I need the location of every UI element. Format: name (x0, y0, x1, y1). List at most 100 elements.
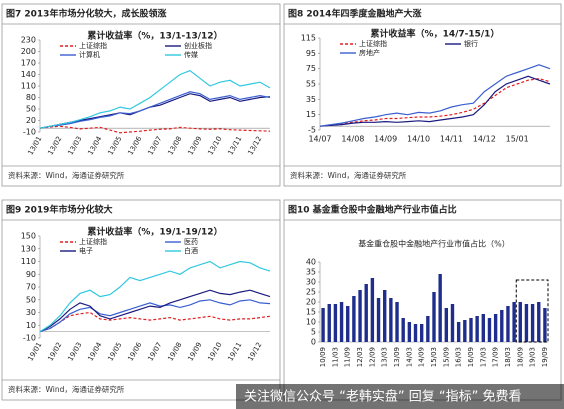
series-line (39, 125, 271, 134)
x-tick-label: 13/02 (46, 135, 63, 156)
bar (524, 304, 529, 342)
x-tick-label: 14/12 (473, 135, 496, 144)
x-tick-label: 13/11 (226, 135, 243, 156)
x-tick-label: 14/08 (341, 135, 364, 144)
bar (426, 316, 430, 342)
bar (346, 306, 350, 342)
x-tick-label: 13/07 (146, 135, 163, 156)
x-tick-label: 17/09 (492, 347, 500, 367)
legend-label: 上证综指 (79, 41, 107, 50)
series-line (39, 93, 271, 129)
x-tick-label: 12/09 (368, 347, 376, 367)
y-tick-label: 75 (306, 64, 316, 73)
x-tick-label: 13/06 (126, 135, 143, 157)
x-tick-label: 11/03 (331, 347, 339, 367)
series-line (39, 311, 271, 333)
y-tick-label: 30 (26, 308, 36, 317)
bar (512, 302, 516, 342)
y-tick-label: 115 (301, 34, 316, 43)
x-tick-label: 14/03 (405, 347, 413, 367)
bar (506, 306, 510, 342)
x-tick-label: 13/09 (393, 347, 401, 367)
bar (321, 308, 325, 342)
y-tick-label: 40 (306, 258, 316, 267)
bar (327, 304, 331, 342)
bar (352, 296, 356, 342)
legend-label: 房地产 (359, 48, 380, 57)
chart-title: 图8 2014年四季度金融地产大涨 (288, 8, 422, 20)
bar (530, 304, 535, 342)
x-tick-label: 19/06 (126, 341, 143, 363)
x-tick-label: 13/03 (66, 135, 83, 156)
bar (500, 310, 504, 342)
bar (395, 302, 399, 342)
bar (389, 298, 393, 342)
y-tick-label: 90 (26, 270, 36, 279)
x-tick-label: 19/01 (26, 341, 43, 362)
legend-title: 累计收益率（%，19/1-19/12） (87, 226, 222, 238)
y-tick-label: 110 (21, 82, 36, 91)
bar (438, 274, 442, 342)
y-tick-label: 150 (21, 232, 36, 241)
x-tick-label: 13/03 (381, 347, 389, 367)
x-tick-label: 13/08 (166, 135, 183, 156)
x-tick-label: 13/09 (186, 135, 203, 156)
y-tick-label: 10 (26, 321, 36, 330)
y-tick-label: 50 (26, 105, 36, 114)
bar (481, 314, 485, 342)
legend-label: 创业板指 (184, 41, 212, 50)
chart-title: 图9 2019年市场分化较大 (6, 204, 112, 216)
bar (493, 314, 498, 342)
legend-title: 累计收益率（%，13/1-13/12） (87, 30, 222, 42)
legend-label: 上证综指 (359, 39, 387, 48)
watermark-band (236, 384, 564, 409)
y-tick-label: 130 (21, 244, 36, 253)
x-tick-label: 14/11 (440, 135, 463, 144)
bar (444, 308, 449, 342)
x-tick-label: 16/09 (467, 347, 475, 367)
y-tick-label: 25 (306, 288, 316, 297)
legend-label: 白酒 (184, 246, 198, 255)
y-tick-label: 50 (26, 295, 36, 304)
x-tick-label: 12/03 (356, 347, 364, 367)
chart-title: 图10 基金重仓股中金融地产行业市值占比 (288, 204, 457, 216)
y-tick-label: 70 (26, 283, 36, 292)
x-tick-label: 14/09 (374, 135, 397, 144)
bar (333, 304, 338, 342)
x-tick-label: 14/10 (407, 135, 430, 144)
legend-label: 计算机 (79, 50, 100, 59)
y-tick-label: 15 (306, 308, 316, 317)
bar (487, 318, 492, 342)
series-line (319, 64, 551, 127)
legend-label: 传媒 (184, 50, 198, 59)
source-note: 资料来源：Wind，海通证券研究所 (8, 170, 125, 180)
y-tick-label: 95 (306, 49, 316, 58)
y-tick-label: 200 (21, 47, 36, 56)
source-note: 资料来源：Wind，海通证券研究所 (290, 170, 407, 180)
y-tick-label: 20 (306, 298, 316, 307)
x-tick-label: 13/05 (106, 135, 123, 156)
series-line (39, 70, 271, 129)
x-tick-label: 13/12 (246, 135, 263, 156)
y-tick-label: 0 (311, 338, 316, 347)
x-tick-label: 15/03 (430, 347, 438, 367)
series-line (39, 299, 271, 333)
x-tick-label: 15/09 (442, 347, 450, 367)
bar (370, 278, 375, 342)
bar (339, 302, 344, 342)
y-tick-label: 15 (306, 110, 316, 119)
x-tick-label: 18/03 (504, 347, 512, 367)
y-tick-label: 110 (21, 257, 36, 266)
y-tick-label: 20 (26, 116, 36, 125)
source-note: 资料来源：Wind，海通证券研究所 (8, 384, 125, 394)
x-tick-label: 14/09 (418, 347, 426, 367)
x-tick-label: 19/09 (541, 347, 549, 367)
x-tick-label: 19/05 (106, 341, 123, 362)
series-line (319, 77, 551, 127)
x-tick-label: 13/04 (86, 135, 103, 157)
x-tick-label: 19/03 (66, 341, 83, 362)
x-tick-label: 19/09 (186, 341, 203, 362)
bar (469, 318, 473, 342)
x-tick-label: 19/10 (206, 341, 223, 362)
chart-title: 图7 2013年市场分化较大，成长股领涨 (6, 8, 167, 20)
